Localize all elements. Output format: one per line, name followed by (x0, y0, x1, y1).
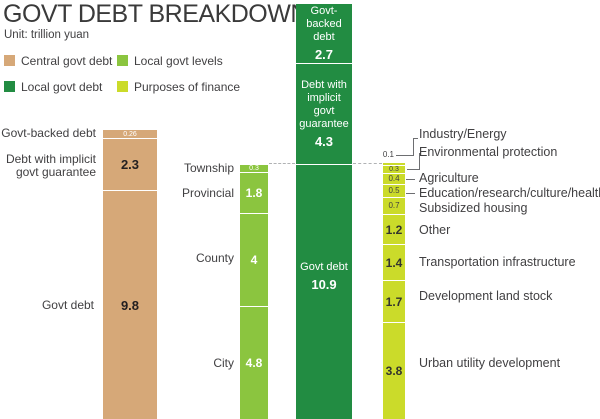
value-industry-energy: 0.1 (382, 150, 394, 159)
segment-value: 2.3 (120, 157, 140, 172)
segment-value: 0.5 (388, 186, 400, 195)
segment-industry-energy (383, 163, 405, 165)
segment-value: 1.8 (245, 186, 263, 200)
segment-other: 1.2 (383, 215, 405, 244)
segment-value: 1.4 (385, 255, 403, 270)
label-industry-energy: Industry/Energy (419, 127, 507, 141)
label-education-research: Education/research/culture/health (419, 186, 600, 200)
segment-education-research: 0.5 (383, 185, 405, 197)
segment-value: 4.3 (314, 134, 334, 149)
label-city: City (213, 356, 234, 370)
segment-local-govt-backed-debt: Govt-backed debt 2.7 (296, 4, 352, 63)
dashed-connector-left (269, 163, 295, 164)
leader-line-industry-top (413, 138, 418, 139)
legend-swatch-local-govt-debt (4, 81, 15, 92)
segment-provincial: 1.8 (240, 173, 268, 213)
label-debt-implicit-guarantee: Debt with implicit govt guarantee (5, 152, 96, 179)
leader-line-education (406, 193, 415, 194)
label-agriculture: Agriculture (419, 171, 479, 185)
segment-central-govt-backed-debt: 0.26 (103, 130, 157, 138)
leader-line-environment-vertical (419, 153, 420, 170)
label-development-land-stock: Development land stock (419, 289, 553, 303)
leader-line-industry-vertical (413, 138, 414, 156)
segment-value: 1.2 (385, 222, 403, 237)
segment-central-implicit-guarantee: 2.3 (103, 139, 157, 190)
segment-value: 1.7 (385, 294, 403, 309)
legend-label: Purposes of finance (134, 80, 241, 94)
segment-label: Govt-backed debt (306, 5, 342, 43)
label-subsidized-housing: Subsidized housing (419, 201, 528, 215)
segment-county: 4 (240, 214, 268, 306)
segment-agriculture: 0.4 (383, 174, 405, 184)
label-govt-backed-debt: Govt-backed debt (1, 126, 96, 140)
label-environmental-protection: Environmental protection (419, 145, 558, 159)
label-other: Other (419, 223, 451, 237)
legend-swatch-purposes-of-finance (117, 81, 128, 92)
segment-value: 9.8 (120, 297, 140, 313)
segment-subsidized-housing: 0.7 (383, 198, 405, 214)
segment-value: 2.7 (314, 47, 334, 62)
segment-central-govt-debt: 9.8 (103, 191, 157, 419)
legend-label: Local govt levels (134, 54, 223, 68)
segment-value: 4.8 (245, 356, 263, 370)
segment-value: 0.7 (388, 201, 400, 210)
segment-township: 0.3 (240, 165, 268, 172)
legend-swatch-local-govt-levels (117, 55, 128, 66)
leader-line-agriculture (406, 179, 415, 180)
segment-value: 0.4 (388, 174, 400, 183)
label-urban-utility-development: Urban utility development (419, 356, 561, 370)
segment-urban-utility-development: 3.8 (383, 323, 405, 419)
label-govt-debt: Govt debt (41, 298, 94, 312)
leader-line-environment-bottom (407, 169, 419, 170)
segment-environmental-protection: 0.3 (383, 166, 405, 173)
segment-local-govt-debt: Govt debt 10.9 (296, 165, 352, 419)
segment-local-implicit-guarantee: Debt with implicit govt guarantee 4.3 (296, 64, 352, 164)
segment-transportation-infrastructure: 1.4 (383, 245, 405, 280)
segment-label: Debt with implicit govt guarantee (299, 79, 349, 130)
label-transportation-infrastructure: Transportation infrastructure (419, 255, 576, 269)
label-township: Township (183, 161, 234, 175)
unit-label: Unit: trillion yuan (4, 29, 90, 41)
segment-value: 0.3 (389, 166, 399, 173)
legend-swatch-central-govt-debt (4, 55, 15, 66)
segment-value: 0.3 (249, 165, 259, 172)
legend-label: Central govt debt (21, 54, 113, 68)
segment-city: 4.8 (240, 307, 268, 419)
leader-line-industry-bottom (396, 155, 413, 156)
dashed-connector-right (353, 163, 382, 164)
segment-label: Govt debt (300, 261, 348, 273)
legend-label: Local govt debt (21, 80, 103, 94)
segment-value: 0.26 (123, 130, 137, 138)
label-county: County (195, 251, 234, 265)
segment-value: 3.8 (385, 364, 403, 378)
segment-development-land-stock: 1.7 (383, 281, 405, 322)
label-provincial: Provincial (181, 186, 234, 200)
chart-title: GOVT DEBT BREAKDOWN (3, 0, 308, 28)
segment-value: 10.9 (311, 277, 337, 292)
segment-value: 4 (250, 253, 258, 267)
